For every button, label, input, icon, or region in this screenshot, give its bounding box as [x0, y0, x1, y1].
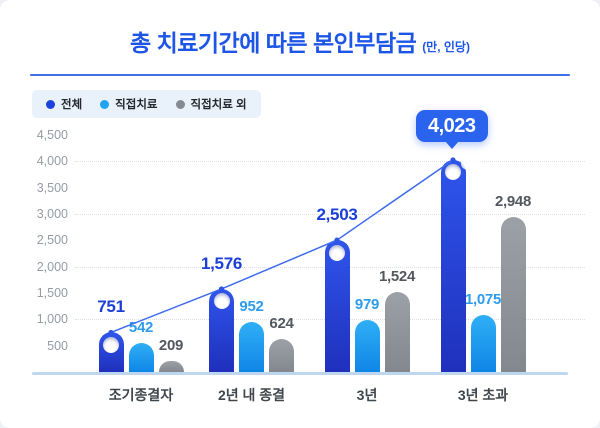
legend-dot-total-icon: [46, 99, 55, 109]
grid-line: [75, 161, 585, 163]
legend-item-label: 전체: [61, 99, 83, 111]
y-axis-tick-label: 4,500: [36, 127, 68, 142]
title-unit-note: (만, 인당): [422, 40, 470, 54]
legend-dot-non-direct-treatment-icon: [175, 99, 185, 109]
y-axis-tick-label: 4,000: [36, 154, 68, 169]
x-category-label: 3년: [356, 387, 378, 403]
y-axis-tick-label: 3,000: [36, 206, 68, 221]
title-text: 총 치료기간에 따른 본인부담금: [130, 30, 417, 56]
x-category-label: 2년 내 종결: [217, 387, 286, 403]
line-marker-circle: [103, 336, 119, 353]
bar-direct-treatment: [470, 315, 496, 372]
legend-dot-direct-treatment-icon: [100, 99, 110, 109]
bar-non-direct-treatment: [158, 360, 184, 372]
value-label: 624: [269, 315, 294, 333]
y-axis-tick-label: 1,000: [36, 312, 68, 327]
legend-item-label: 직접치료 외: [190, 99, 247, 111]
value-label: 751: [97, 297, 125, 317]
legend-item-direct-treatment: 직접치료: [100, 96, 158, 112]
value-label: 542: [128, 319, 154, 337]
legend-item-non-direct-treatment: 직접치료 외: [175, 96, 247, 112]
y-axis-tick-label: 500: [47, 338, 68, 353]
x-category-label: 조기종결자: [108, 387, 174, 403]
value-label: 1,075: [464, 291, 502, 309]
bar-non-direct-treatment: [500, 216, 526, 372]
line-marker-circle: [329, 244, 345, 261]
y-axis-tick-label: 1,500: [36, 285, 68, 300]
bar-non-direct-treatment: [269, 339, 294, 372]
value-label: 209: [158, 336, 184, 354]
legend-item-total: 전체: [46, 96, 82, 112]
value-label: 2,503: [316, 205, 358, 225]
value-label: 1,576: [200, 253, 243, 273]
legend-item-label: 직접치료: [115, 99, 158, 111]
bar-total: [440, 159, 466, 372]
value-label: 979: [354, 296, 380, 314]
title-divider: [30, 74, 570, 76]
value-label: 2,948: [494, 192, 532, 210]
y-axis-tick-label: 3,500: [36, 180, 68, 195]
value-label: 1,524: [378, 267, 416, 285]
x-category-label: 3년 초과: [457, 387, 509, 403]
y-axis-tick-label: 2,000: [36, 259, 68, 274]
x-axis-baseline: [32, 372, 568, 375]
callout-bubble: 4,023: [416, 109, 488, 149]
bar-direct-treatment: [354, 320, 380, 372]
y-axis-tick-label: 2,500: [36, 233, 68, 248]
value-label: 952: [239, 297, 264, 315]
page-title: 총 치료기간에 따른 본인부담금 (만, 인당): [0, 24, 600, 58]
bar-direct-treatment: [128, 343, 154, 372]
legend: 전체 직접치료 직접치료 외: [32, 90, 261, 118]
